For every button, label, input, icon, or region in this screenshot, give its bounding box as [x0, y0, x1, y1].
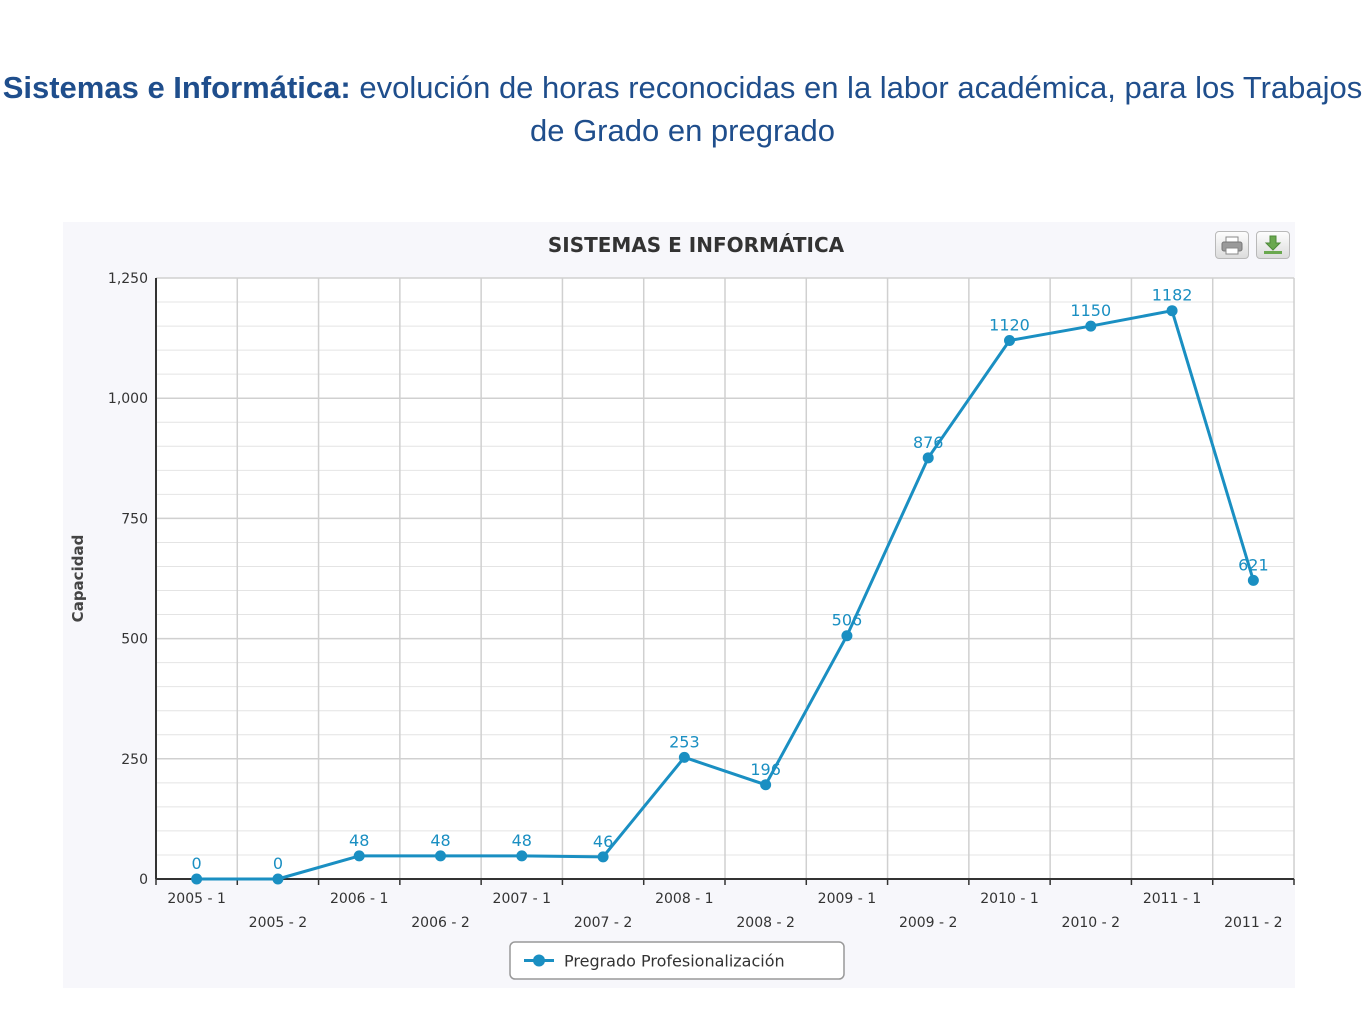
data-point	[678, 751, 690, 763]
x-tick-label: 2009 - 1	[818, 891, 877, 907]
download-button[interactable]	[1256, 231, 1290, 259]
x-tick-label: 2005 - 2	[249, 915, 308, 931]
data-point	[191, 873, 203, 885]
legend-label: Pregrado Profesionalización	[564, 952, 785, 971]
x-tick-label: 2011 - 2	[1224, 915, 1283, 931]
chart-panel: 0 250 500 750 1,000 1,250 2005 - 1 2005 - 2 2006…	[63, 222, 1295, 988]
x-tick-label: 2008 - 1	[655, 891, 714, 907]
x-tick-label: 2009 - 2	[899, 915, 958, 931]
x-tick-label: 2010 - 2	[1062, 915, 1121, 931]
data-label: 506	[832, 611, 863, 630]
y-tick-label: 250	[121, 752, 148, 768]
data-point	[435, 850, 446, 862]
data-point	[1166, 305, 1178, 317]
series-line	[196, 309, 1255, 881]
data-label: 48	[349, 831, 369, 850]
data-point	[272, 873, 284, 885]
download-icon	[1264, 235, 1282, 254]
y-tick-label: 0	[139, 872, 148, 888]
data-point	[760, 779, 772, 791]
x-tick-label: 2005 - 1	[167, 891, 226, 907]
legend-marker	[533, 954, 545, 967]
chart-title: SISTEMAS E INFORMÁTICA	[548, 233, 845, 257]
data-label: 253	[669, 732, 700, 751]
slide-title-rest: evolución de horas reconocidas en la lab…	[350, 70, 1363, 148]
print-icon	[1221, 236, 1243, 255]
data-label: 1150	[1070, 301, 1111, 320]
print-button[interactable]	[1215, 231, 1249, 259]
x-tick-label: 2007 - 2	[574, 915, 633, 931]
x-tick-label: 2011 - 1	[1143, 891, 1202, 907]
x-tick-label: 2006 - 2	[411, 915, 470, 931]
data-label: 1182	[1152, 286, 1193, 305]
x-tick-label: 2006 - 1	[330, 891, 389, 907]
x-tick-label: 2008 - 2	[736, 915, 795, 931]
data-point	[353, 850, 365, 862]
data-point	[516, 850, 528, 862]
slide-title: Sistemas e Informática: evolución de hor…	[0, 66, 1365, 152]
data-label: 1120	[989, 316, 1030, 335]
y-tick-label: 500	[121, 632, 148, 648]
data-label: 46	[593, 832, 613, 851]
data-label: 48	[430, 831, 450, 850]
x-tick-label: 2010 - 1	[980, 891, 1039, 907]
data-label: 0	[192, 854, 202, 873]
data-point	[922, 452, 934, 464]
y-axis-label: Capacidad	[69, 535, 87, 623]
slide-title-lead: Sistemas e Informática:	[2, 70, 351, 105]
y-tick-label: 1,250	[108, 271, 148, 287]
data-point	[597, 851, 609, 863]
data-point	[841, 630, 853, 642]
y-tick-label: 1,000	[108, 391, 148, 407]
line-chart: 0 250 500 750 1,000 1,250 2005 - 1 2005 - 2 2006…	[69, 233, 1295, 980]
data-point	[1004, 335, 1015, 347]
data-label: 196	[750, 760, 781, 779]
x-tick-label: 2007 - 1	[493, 891, 552, 907]
data-label: 48	[512, 831, 532, 850]
legend-box	[509, 941, 845, 980]
y-tick-label: 750	[121, 511, 148, 527]
data-label: 876	[913, 433, 944, 452]
data-point	[1247, 574, 1259, 586]
data-label: 0	[273, 854, 283, 873]
data-point	[1085, 320, 1097, 332]
data-label: 621	[1238, 555, 1269, 574]
